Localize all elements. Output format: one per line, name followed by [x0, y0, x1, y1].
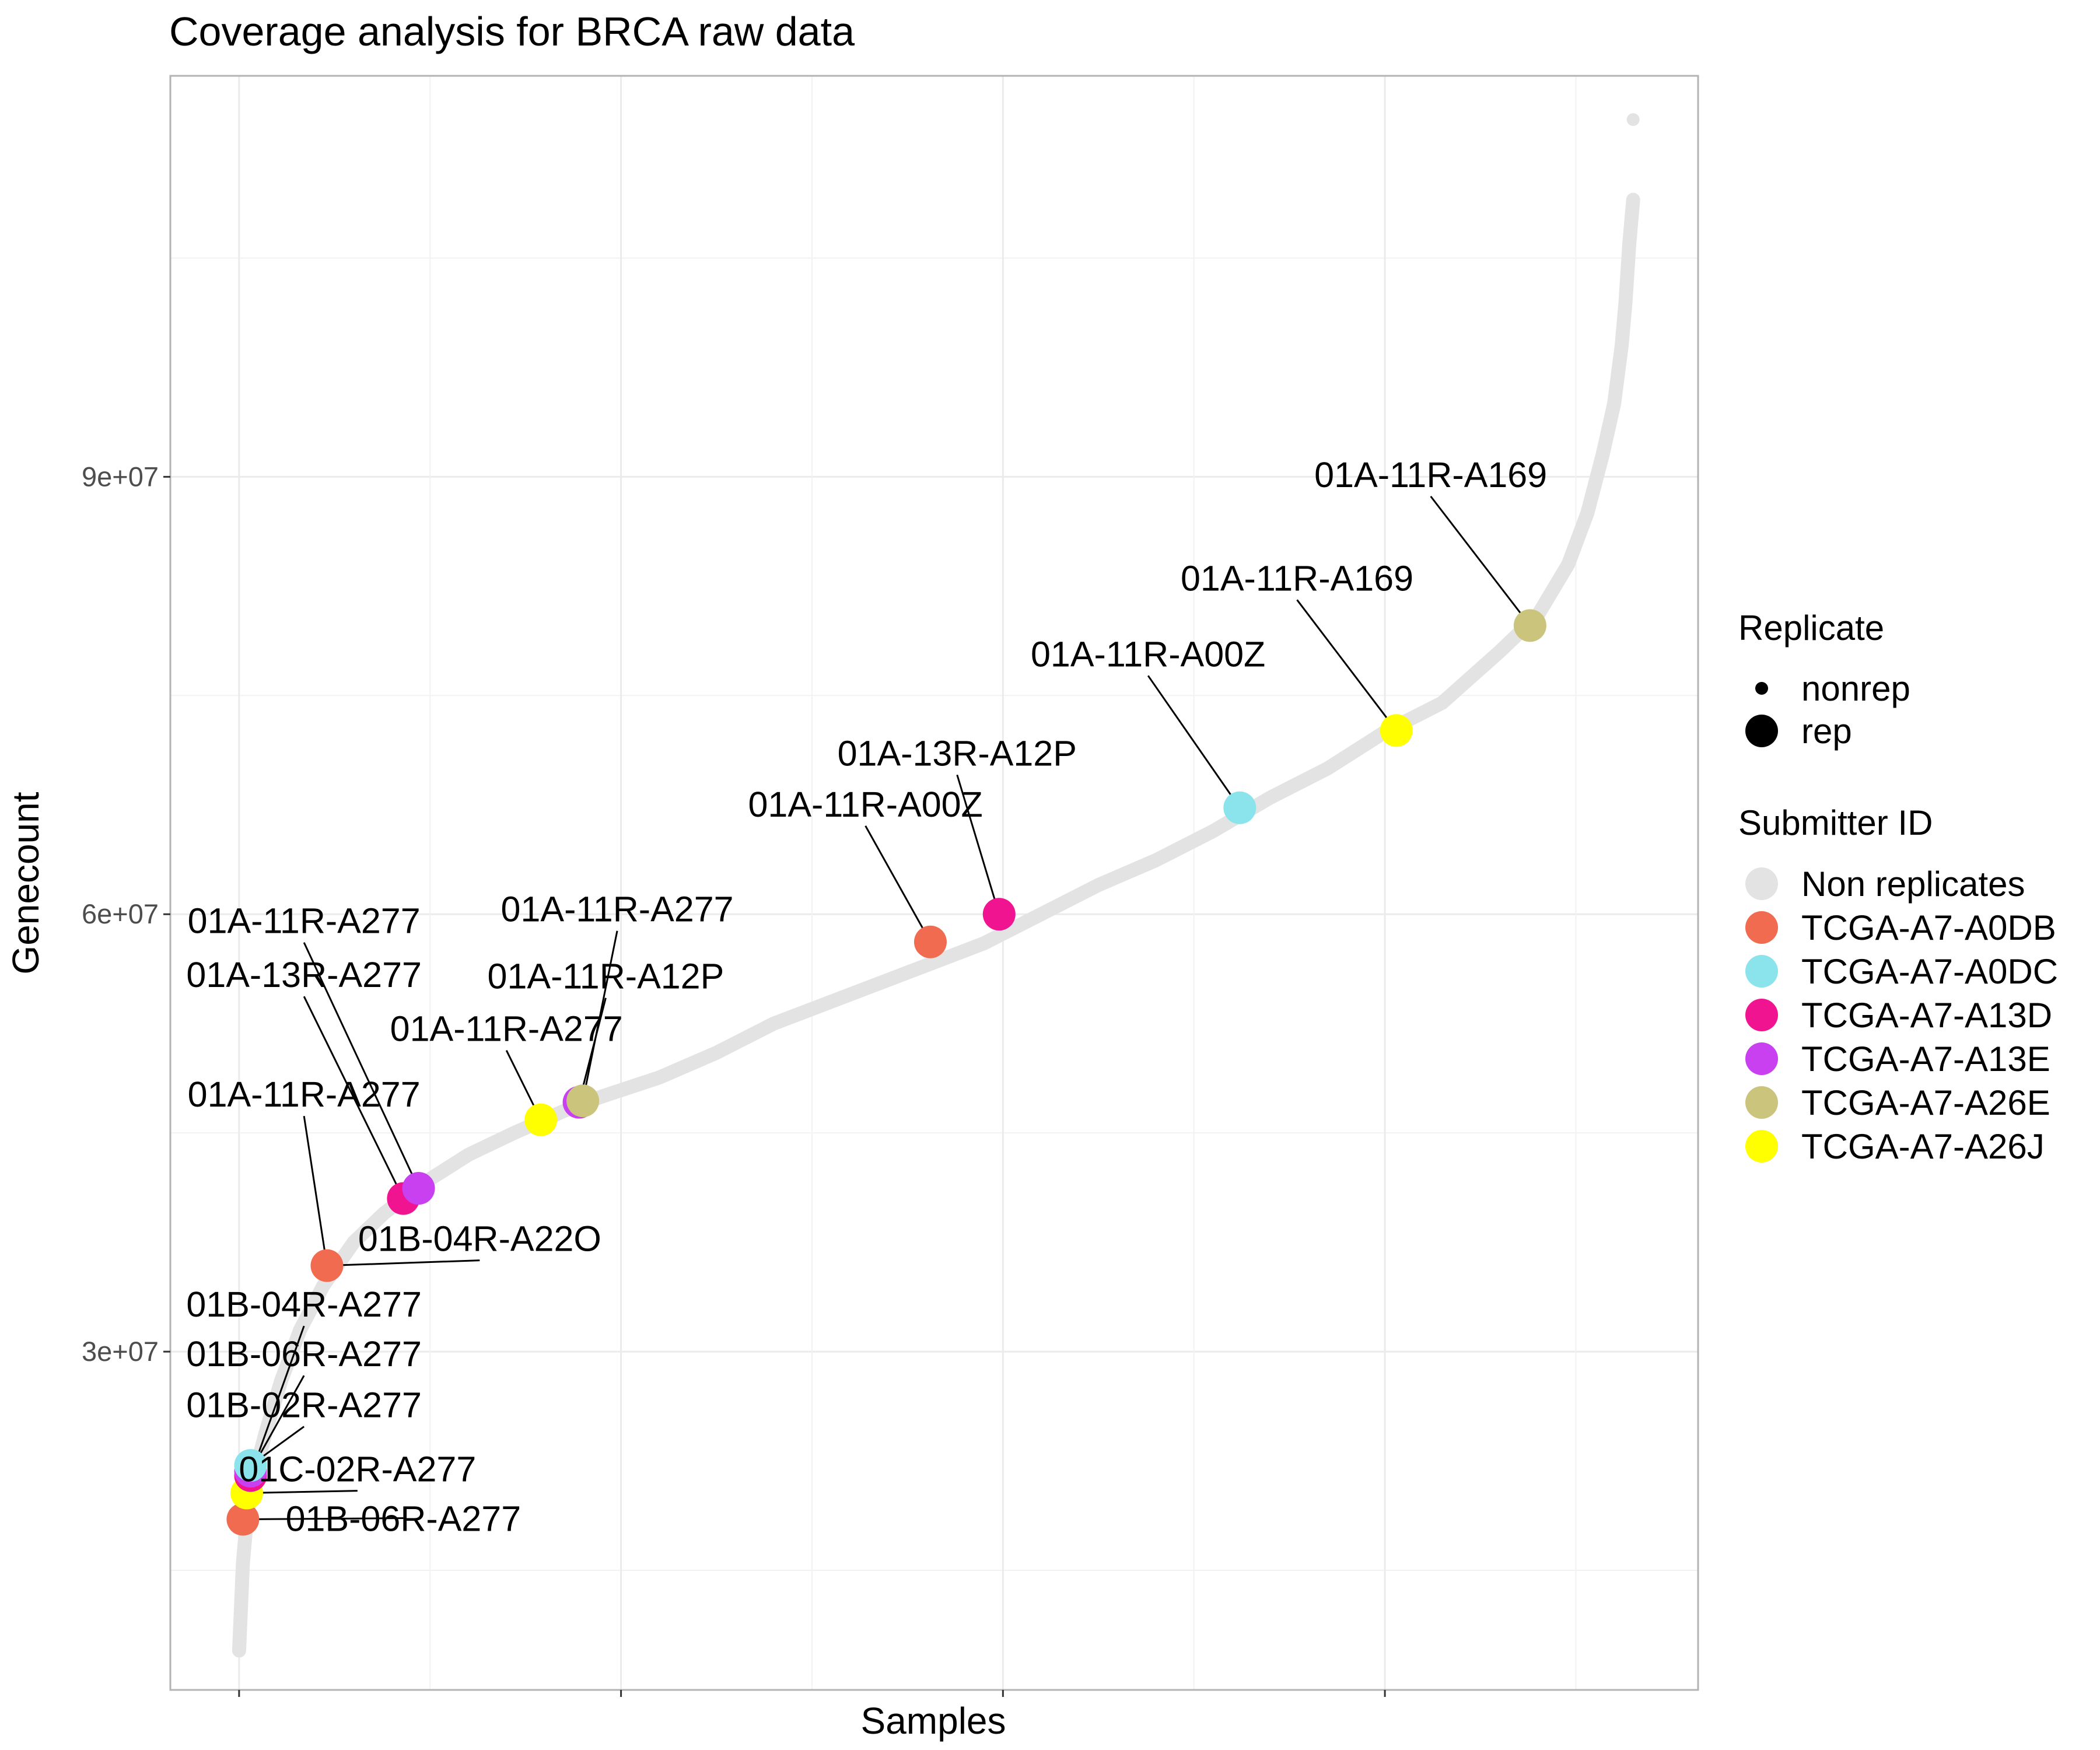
annotation-leader-line — [1147, 675, 1241, 808]
nonrep-sample-curve — [232, 192, 1640, 1658]
annotation-leader-line — [327, 1259, 480, 1267]
legend-color-key — [1745, 1130, 1778, 1163]
legend-color-key — [1745, 999, 1778, 1031]
annotation-label: 01A-11R-A00Z — [748, 785, 982, 824]
legend-color-key — [1745, 867, 1778, 900]
y-tick-label: 3e+07 — [82, 1336, 159, 1367]
y-axis: 3e+07 6e+07 9e+07 — [82, 461, 170, 1367]
legend-color-key — [1745, 955, 1778, 988]
annotation-leader-line — [864, 825, 932, 943]
y-tick-label: 9e+07 — [82, 461, 159, 492]
legend-replicate-label: rep — [1801, 712, 1852, 751]
annotation-leader-line — [303, 942, 419, 1189]
annotation-label: 01A-11R-A169 — [1181, 558, 1413, 598]
replicate-point — [226, 1503, 260, 1536]
replicate-point — [1223, 791, 1256, 824]
annotation-label: 01A-11R-A277 — [390, 1009, 623, 1049]
legend-submitter-label: TCGA-A7-A13E — [1801, 1040, 2050, 1079]
legend-color-key — [1745, 911, 1778, 944]
legend: Replicate nonrep rep Submitter ID Non rep… — [1738, 608, 2058, 1166]
replicate-points-layer — [226, 609, 1546, 1536]
replicate-point — [1513, 609, 1546, 642]
chart-title: Coverage analysis for BRCA raw data — [169, 9, 855, 54]
y-axis-title: Genecount — [5, 792, 47, 974]
legend-submitter-items: Non replicates TCGA-A7-A0DB TCGA-A7-A0DC TC… — [1745, 864, 2058, 1166]
plot-border — [169, 75, 1699, 1691]
replicate-point — [310, 1249, 344, 1282]
annotation-leader-line — [956, 774, 1000, 915]
y-tick-label: 6e+07 — [82, 898, 159, 929]
annotation-label: 01A-11R-A12P — [488, 957, 724, 996]
grid-layer — [170, 76, 1698, 1690]
annotation-label: 01A-13R-A277 — [186, 955, 422, 995]
annotation-label: 01A-11R-A277 — [188, 1074, 421, 1114]
legend-submitter-title: Submitter ID — [1738, 803, 1933, 842]
nonrep-point — [1626, 113, 1640, 126]
replicate-point — [1380, 714, 1413, 747]
legend-size-key — [1755, 682, 1768, 695]
annotation-leader-line — [1296, 599, 1397, 732]
x-axis — [238, 1690, 1386, 1697]
legend-color-key — [1745, 1042, 1778, 1075]
legend-color-key — [1745, 1086, 1778, 1119]
nonrep-points-layer — [232, 113, 1640, 1658]
annotation-leader-line — [1430, 495, 1531, 626]
annotation-leader-line — [246, 1490, 358, 1494]
replicate-point — [566, 1084, 600, 1118]
annotation-leader-line — [582, 930, 618, 1101]
annotation-labels: 01A-11R-A169 01A-11R-A169 01A-11R-A00Z 01A-… — [186, 455, 1547, 1539]
legend-submitter-label: Non replicates — [1801, 864, 2025, 904]
legend-replicate-title: Replicate — [1738, 608, 1884, 648]
legend-submitter-label: TCGA-A7-A0DC — [1801, 952, 2058, 991]
replicate-point — [524, 1103, 558, 1136]
replicate-point — [914, 925, 947, 958]
annotation-label: 01A-11R-A00Z — [1031, 634, 1265, 674]
annotation-label: 01B-06R-A277 — [186, 1334, 422, 1374]
annotation-label: 01A-11R-A277 — [188, 901, 421, 941]
annotation-leader-line — [303, 996, 404, 1199]
legend-replicate-items: nonrep rep — [1745, 669, 1910, 751]
annotation-label: 01B-04R-A22O — [358, 1219, 601, 1259]
legend-submitter-label: TCGA-A7-A13D — [1801, 996, 2052, 1035]
annotation-leader-line — [250, 1325, 305, 1476]
legend-submitter-label: TCGA-A7-A26E — [1801, 1083, 2050, 1122]
annotation-label: 01C-02R-A277 — [239, 1450, 476, 1489]
annotation-label: 01B-02R-A277 — [186, 1385, 422, 1425]
annotation-leader-line — [243, 1517, 404, 1521]
legend-size-key — [1745, 715, 1778, 747]
plot-panel — [170, 76, 1698, 1690]
replicate-point — [234, 1449, 267, 1482]
nonrep-point — [232, 1644, 246, 1657]
annotation-label: 01B-06R-A277 — [286, 1499, 522, 1539]
nonrep-point — [1623, 244, 1636, 257]
legend-replicate-label: nonrep — [1801, 669, 1910, 708]
annotation-leader-line — [303, 1115, 328, 1266]
x-axis-title: Samples — [861, 1700, 1006, 1742]
legend-submitter-label: TCGA-A7-A0DB — [1801, 908, 2056, 947]
replicate-point — [982, 898, 1016, 931]
replicate-point — [402, 1172, 435, 1205]
annotation-label: 01A-11R-A277 — [501, 890, 734, 929]
annotation-label: 01B-04R-A277 — [186, 1284, 422, 1324]
annotation-label: 01A-13R-A12P — [838, 733, 1077, 773]
annotation-label: 01A-11R-A169 — [1314, 455, 1547, 495]
legend-submitter-label: TCGA-A7-A26J — [1801, 1127, 2045, 1166]
